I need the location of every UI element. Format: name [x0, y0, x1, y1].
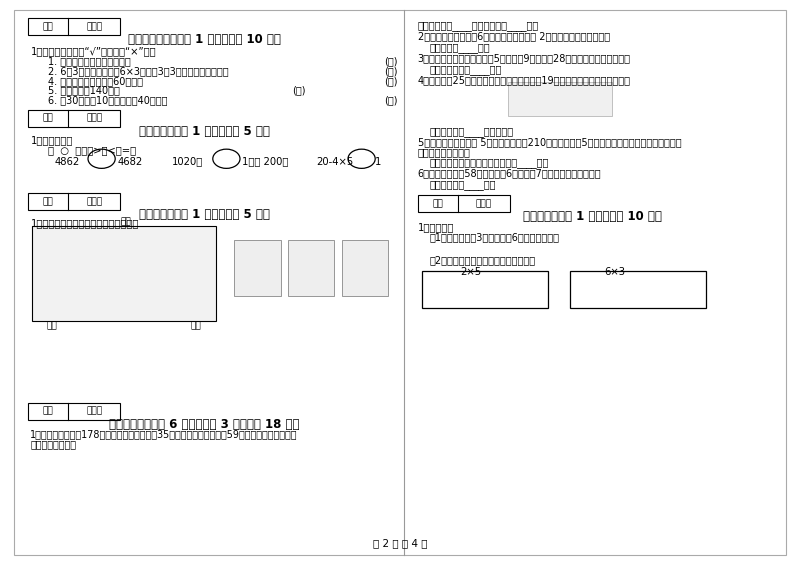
Text: 八、解决问题（共 6 小题，每题 3 分，共计 18 分）: 八、解决问题（共 6 小题，每题 3 分，共计 18 分）: [109, 418, 299, 431]
Text: 2. 6和3相乘，可以写作6×3，读作3其3，口读是三六十八。: 2. 6和3相乘，可以写作6×3，读作3其3，口读是三六十八。: [48, 66, 229, 76]
Text: 3、一本故事书，小明每天看5页，看了9天，还剩28页，这本书共有多少页？: 3、一本故事书，小明每天看5页，看了9天，还剩28页，这本书共有多少页？: [418, 53, 630, 63]
FancyBboxPatch shape: [28, 18, 120, 35]
Text: 在  ○  里填上>、<或=。: 在 ○ 里填上>、<或=。: [48, 145, 136, 155]
Text: (　): ( ): [292, 85, 306, 95]
Text: 小黑兔有多少只？: 小黑兔有多少只？: [30, 439, 77, 449]
FancyBboxPatch shape: [508, 82, 612, 116]
Text: 答：男生种了____棵向日葵。: 答：男生种了____棵向日葵。: [430, 127, 514, 137]
Text: 评卷人: 评卷人: [86, 114, 102, 123]
Text: (　): ( ): [384, 66, 398, 76]
Text: 2×5: 2×5: [460, 267, 481, 277]
Text: 评卷人: 评卷人: [476, 199, 492, 208]
Text: 答：一共有____人。: 答：一共有____人。: [430, 43, 490, 53]
FancyBboxPatch shape: [342, 240, 388, 296]
Text: 6. 比30厘米少10厘米的线掅40厘米。: 6. 比30厘米少10厘米的线掅40厘米。: [48, 95, 167, 105]
Text: 1千克 200克: 1千克 200克: [242, 157, 288, 167]
Text: 1、实践苑。: 1、实践苑。: [418, 222, 454, 232]
Text: 6×3: 6×3: [604, 267, 625, 277]
Text: 第 2 页 共 4 页: 第 2 页 共 4 页: [373, 538, 427, 548]
FancyBboxPatch shape: [422, 271, 548, 308]
Text: (　): ( ): [384, 56, 398, 66]
Text: 小明: 小明: [190, 321, 202, 330]
Text: 1、请你连一连，下面分别是谁看到的？: 1、请你连一连，下面分别是谁看到的？: [30, 219, 138, 229]
FancyBboxPatch shape: [28, 193, 120, 210]
Text: 1、饱养场有小白兔178只，小灰兔比小白兔多35只，小黑兔比小白兔多59只，小灰兔有多少只？: 1、饱养场有小白兔178只，小灰兔比小白兔多35只，小黑兔比小白兔多59只，小灰…: [30, 429, 298, 439]
Text: 五、判断对与错（共 1 大题，共计 10 分）: 五、判断对与错（共 1 大题，共计 10 分）: [127, 33, 281, 46]
Text: 评卷人: 评卷人: [86, 197, 102, 206]
Text: 1、判断。（对的打“√”，错的打“×”）。: 1、判断。（对的打“√”，错的打“×”）。: [30, 46, 156, 56]
FancyBboxPatch shape: [288, 240, 334, 296]
Text: 得分: 得分: [43, 197, 54, 206]
FancyBboxPatch shape: [28, 110, 120, 127]
Text: 答：现在还有____只。: 答：现在还有____只。: [430, 180, 496, 190]
FancyBboxPatch shape: [570, 271, 706, 308]
Text: 答：小灰兔有____只，小黑兔有____只。: 答：小灰兔有____只，小黑兔有____只。: [418, 21, 539, 31]
Text: 评卷人: 评卷人: [86, 407, 102, 416]
Text: 6、羊圈里原来有58只羊，先走6只，又走7只，现在还有多少只？: 6、羊圈里原来有58只羊，先走6只，又走7只，现在还有多少只？: [418, 168, 602, 179]
Text: 4862: 4862: [54, 157, 80, 167]
Text: 十、综合题（共 1 大题，共计 10 分）: 十、综合题（共 1 大题，共计 10 分）: [522, 210, 662, 223]
Text: 七、连一连（共 1 大题，共计 5 分）: 七、连一连（共 1 大题，共计 5 分）: [138, 208, 270, 221]
FancyBboxPatch shape: [28, 403, 120, 420]
Text: 1、我会比较。: 1、我会比较。: [30, 135, 73, 145]
Text: 5、育才学校二年级有 5个班，共有学生210人，每班要頉5人参加跳绳比赛，二年级没有参加跳: 5、育才学校二年级有 5个班，共有学生210人，每班要頉5人参加跳绳比赛，二年级…: [418, 137, 682, 147]
FancyBboxPatch shape: [418, 195, 510, 212]
Text: 5. 小军的身高140米。: 5. 小军的身高140米。: [48, 85, 120, 95]
Text: 4、女生种了25棵向日葵，男生种的比女生多19棵，男生种了多少棵向日葵？: 4、女生种了25棵向日葵，男生种的比女生多19棵，男生种了多少棵向日葵？: [418, 75, 630, 85]
Text: 20-4×5: 20-4×5: [316, 157, 354, 167]
Text: （2）、用你喜欢的图形表示下列算式。: （2）、用你喜欢的图形表示下列算式。: [430, 255, 536, 266]
Text: 1. 角的边长越长，角就越大。: 1. 角的边长越长，角就越大。: [48, 56, 130, 66]
Text: 2、小朋友吃早餐，每6人坐一张桌子，要坐 2张桌子，一共有多少人？: 2、小朋友吃早餐，每6人坐一张桌子，要坐 2张桌子，一共有多少人？: [418, 31, 610, 41]
FancyBboxPatch shape: [234, 240, 281, 296]
Text: （1）、画一条比3厘米长，比6厘米短的线段。: （1）、画一条比3厘米长，比6厘米短的线段。: [430, 232, 560, 242]
FancyBboxPatch shape: [14, 10, 786, 555]
Text: 答：这本书共有____页。: 答：这本书共有____页。: [430, 65, 502, 75]
Text: 得分: 得分: [43, 114, 54, 123]
Text: 六、比一比（共 1 大题，共计 5 分）: 六、比一比（共 1 大题，共计 5 分）: [138, 125, 270, 138]
Text: 绳比赛的有多少人？: 绳比赛的有多少人？: [418, 147, 470, 157]
Text: 4682: 4682: [118, 157, 143, 167]
Text: 小红: 小红: [120, 217, 131, 226]
Text: (　): ( ): [384, 95, 398, 105]
Text: 1: 1: [375, 157, 382, 167]
FancyBboxPatch shape: [32, 226, 216, 321]
Text: (　): ( ): [384, 76, 398, 86]
Text: 得分: 得分: [43, 407, 54, 416]
Text: 4. 学校操场环形跑道长60厘米。: 4. 学校操场环形跑道长60厘米。: [48, 76, 143, 86]
Text: 1020克: 1020克: [172, 157, 203, 167]
Text: 得分: 得分: [43, 22, 54, 31]
Text: 得分: 得分: [433, 199, 443, 208]
Text: 小东: 小东: [46, 321, 58, 330]
Text: 评卷人: 评卷人: [86, 22, 102, 31]
Text: 答：二年级没有参加跳绳比赛的有____人。: 答：二年级没有参加跳绳比赛的有____人。: [430, 158, 549, 168]
